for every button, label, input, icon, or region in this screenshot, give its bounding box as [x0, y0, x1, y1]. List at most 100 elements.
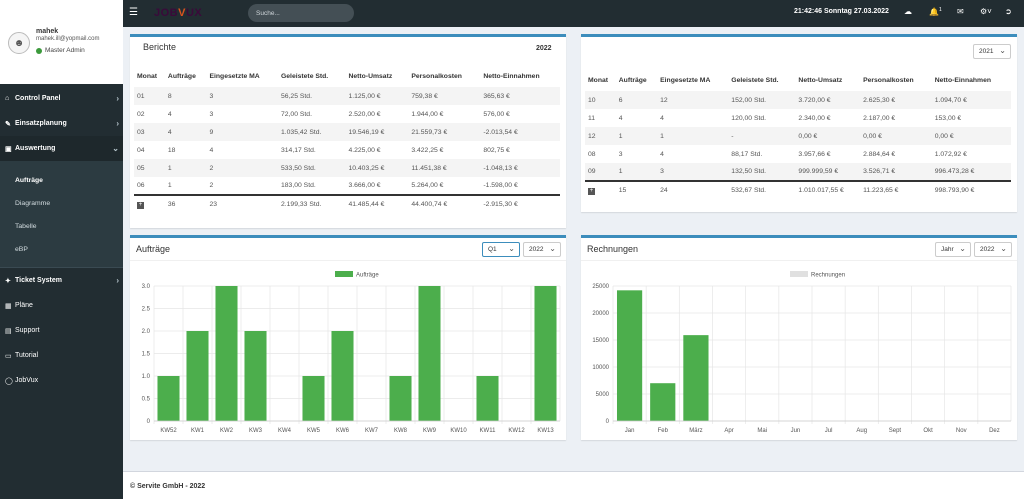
table-cell: 19.546,19 €	[345, 123, 409, 141]
table-cell: 41.485,44 €	[345, 194, 409, 213]
table-cell: 532,67 Std.	[728, 180, 796, 199]
chart-bar[interactable]	[389, 376, 412, 421]
footer: © Servite GmbH - 2022	[123, 471, 1024, 499]
user-role-label: Master Admin	[45, 47, 85, 54]
sidebar-item-tutorial[interactable]: ▭ Tutorial	[0, 343, 123, 368]
table-cell: 996.473,28 €	[931, 163, 1011, 181]
chart-bar[interactable]	[418, 286, 441, 421]
col-umsatz: Netto-Umsatz	[348, 72, 393, 80]
chart-bar[interactable]	[244, 331, 267, 421]
ticket-icon: ✦	[5, 277, 11, 285]
envelope-icon[interactable]: ✉	[957, 7, 964, 16]
table-row: 09 1 3 132,50 Std. 999.999,59 €3.526,71 €996…	[585, 163, 1011, 181]
chevron-right-icon: ›	[116, 276, 119, 285]
berichte-table: Monat Aufträge Eingesetzte MA Geleistete…	[134, 65, 560, 213]
chart-bar[interactable]	[476, 376, 499, 421]
sidebar-item-label: Pläne	[15, 302, 33, 309]
menu-toggle-icon[interactable]: ☰	[129, 7, 138, 18]
sidebar-item-label: Auswertung	[15, 145, 56, 152]
sidebar: ☻ mahek mahek.ill@yopmail.com Master Adm…	[0, 0, 123, 499]
sidebar-subitem-auftraege[interactable]: Aufträge	[15, 177, 43, 184]
y-tick-label: 3.0	[142, 284, 151, 290]
chart-bar[interactable]	[157, 376, 180, 421]
notification-count: 1	[938, 7, 942, 13]
legend-label: Rechnungen	[811, 273, 845, 279]
sidebar-item-label: Ticket System	[15, 277, 62, 284]
chart-bar[interactable]	[331, 331, 354, 421]
bell-icon[interactable]: 🔔1	[929, 7, 942, 17]
table-cell: 11	[588, 114, 596, 122]
table-cell: 1.094,70 €	[931, 91, 1011, 109]
table-cell: 2	[209, 182, 214, 189]
table-total-row: +15 24 532,67 Std. 1.010.017,55 €11.223,65 …	[585, 180, 1011, 199]
table-cell: 12	[657, 91, 729, 109]
gear-icon[interactable]: ⚙˅	[980, 7, 992, 16]
year-select[interactable]: 2021	[973, 44, 1011, 59]
chart-bar[interactable]	[616, 290, 643, 421]
expand-plus-icon[interactable]: +	[588, 187, 595, 195]
sidebar-item-einsatzplanung[interactable]: ✎ Einsatzplanung ›	[0, 111, 123, 136]
chart-bar[interactable]	[534, 286, 557, 421]
y-tick-label: 0.5	[142, 397, 151, 403]
auftraege-chart-box: Aufträge Q1 2022 Aufträge 0 0.5 1.0 1.5 2.0 2.…	[130, 235, 566, 440]
table-cell: 153,00 €	[934, 114, 962, 122]
table-cell: 12	[585, 127, 616, 145]
col-auftraege: Aufträge	[167, 72, 196, 80]
user-info: mahek mahek.ill@yopmail.com Master Admin	[36, 28, 99, 54]
period-select[interactable]: Jahr	[935, 242, 971, 257]
table-cell: 36	[164, 194, 207, 213]
col-monat: Monat	[137, 72, 158, 80]
table-row: 04 18 4 314,17 Std. 4.225,00 € 3.422,25 € 802,…	[134, 141, 560, 159]
sidebar-item-control-panel[interactable]: ⌂ Control Panel ›	[0, 86, 123, 111]
table-cell: 2	[206, 159, 278, 177]
sidebar-item-ticket-system[interactable]: ✦ Ticket System ›	[0, 268, 123, 293]
y-tick-label: 15000	[592, 338, 609, 344]
logo-text-v: V	[178, 7, 186, 19]
table-cell: 0,00 €	[795, 127, 861, 145]
chart-bar[interactable]	[186, 331, 209, 421]
sidebar-item-auswertung[interactable]: ▣ Auswertung ⌄	[0, 136, 123, 161]
table-cell: 03	[134, 123, 165, 141]
table-cell: 3.526,71 €	[860, 163, 932, 181]
table-cell: 1.125,00 €	[345, 87, 409, 105]
year-select[interactable]: 2022	[974, 242, 1012, 257]
table-cell: 4	[618, 114, 623, 122]
x-tick-label: Sept	[889, 428, 902, 434]
quarter-select[interactable]: Q1	[482, 242, 520, 257]
search-input[interactable]	[248, 4, 354, 22]
table-cell: 2.187,00 €	[863, 114, 896, 122]
table-cell: 18	[167, 146, 176, 154]
sidebar-item-support[interactable]: ▤ Support	[0, 318, 123, 343]
table-cell: 08	[588, 150, 596, 158]
chevron-right-icon: ›	[116, 119, 119, 128]
logo[interactable]: JOBVUX	[154, 7, 202, 19]
x-tick-label: Nov	[956, 428, 967, 434]
table-cell: 1	[615, 163, 658, 181]
support-icon: ▤	[5, 327, 12, 335]
logout-icon[interactable]: ➲	[1005, 7, 1012, 16]
weather-icon[interactable]: ☁	[904, 7, 912, 16]
sidebar-item-label: Control Panel	[15, 95, 61, 102]
y-tick-label: 1.0	[142, 374, 151, 380]
rechnungen-chart-title: Rechnungen	[587, 244, 639, 254]
sidebar-item-plaene[interactable]: ▦ Pläne	[0, 293, 123, 318]
expand-plus-icon[interactable]: +	[137, 201, 144, 209]
sidebar-subitem-tabelle[interactable]: Tabelle	[15, 223, 37, 230]
sidebar-subitem-diagramme[interactable]: Diagramme	[15, 200, 51, 207]
table-cell: -	[728, 127, 796, 145]
chart-bar[interactable]	[683, 335, 709, 421]
table-row: 03 4 9 1.035,42 Std. 19.546,19 €21.559,73 € -…	[134, 123, 560, 141]
sidebar-item-jobvux[interactable]: ◯ JobVux	[0, 368, 123, 393]
chart-bar[interactable]	[650, 383, 676, 421]
x-tick-label: KW4	[278, 428, 292, 434]
chart-bar[interactable]	[215, 286, 238, 421]
chart-bar[interactable]	[302, 376, 325, 421]
table-cell: 3	[657, 163, 729, 181]
year-select[interactable]: 2022	[523, 242, 561, 257]
table-cell: 09	[585, 163, 616, 181]
y-tick-label: 10000	[592, 365, 609, 371]
table-cell: 576,00 €	[483, 110, 510, 118]
table-total-row: +36 23 2.199,33 Std. 41.485,44 €44.400,74 €…	[134, 194, 560, 213]
sidebar-subitem-ebp[interactable]: eBP	[15, 246, 28, 253]
x-tick-label: Jan	[625, 428, 635, 434]
